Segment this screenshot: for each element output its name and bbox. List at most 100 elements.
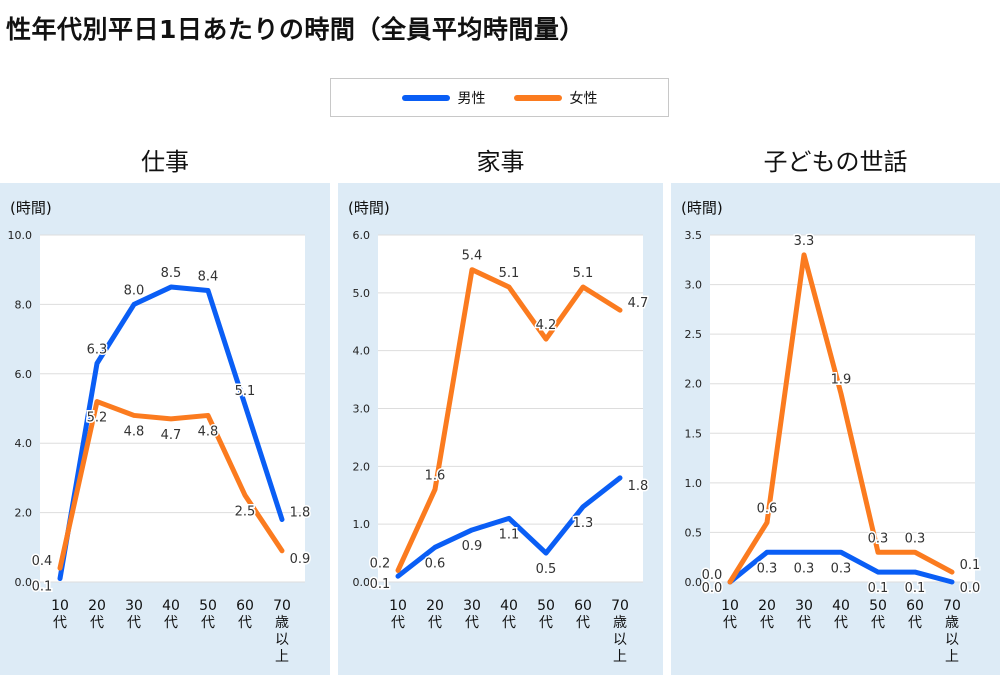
x-tick-label: 70 [611,598,629,614]
x-tick-label: 30 [795,598,813,614]
x-tick-label: 代 [797,615,811,631]
legend: 男性 女性 [330,78,669,117]
data-label-female: 0.3 [868,531,889,546]
x-tick-label: 代 [539,615,553,631]
data-label-male: 0.1 [370,577,391,592]
legend-label-male: 男性 [457,90,486,107]
data-label-female: 5.2 [87,411,108,426]
data-label-female: 0.1 [960,558,981,573]
legend-item-male: 男性 [401,88,486,108]
y-tick-label: 2.0 [685,378,703,391]
x-tick-label: 30 [125,598,143,614]
x-tick-label: 歳 [945,615,959,631]
x-tick-label: 代 [391,615,405,631]
chart-svg: 0.00.51.01.52.02.53.03.510代20代30代40代50代6… [685,229,982,665]
series-line-male [727,549,955,585]
data-label-male: 0.1 [32,580,53,595]
x-tick-label: 40 [832,598,850,614]
x-tick-label: 上 [275,649,289,665]
x-tick-label: 代 [465,615,479,631]
data-label-male: 0.3 [831,561,852,576]
x-tick-label: 10 [51,598,69,614]
x-tick-label: 50 [199,598,217,614]
data-label-male: 0.0 [702,581,723,596]
x-tick-label: 70 [273,598,291,614]
y-tick-label: 4.0 [15,437,33,450]
x-tick-label: 歳 [613,615,627,631]
chart-title: 性年代別平日1日あたりの時間（全員平均時間量） [6,15,585,44]
y-tick-label: 0.0 [15,576,33,589]
y-tick-label: 1.5 [685,427,703,440]
y-tick-label: 1.0 [353,518,371,531]
y-tick-label: 5.0 [353,287,371,300]
data-label-female: 4.2 [536,318,557,333]
data-label-female: 5.1 [573,266,594,281]
legend-item-female: 女性 [513,88,598,108]
x-tick-label: 代 [502,615,516,631]
data-label-male: 0.3 [794,561,815,576]
y-unit: (時間) [348,199,390,217]
x-tick-label: 70 [943,598,961,614]
x-tick-label: 10 [389,598,407,614]
x-tick-label: 上 [945,649,959,665]
x-tick-label: 歳 [275,615,289,631]
legend-swatch-female [513,94,562,101]
x-tick-label: 40 [500,598,518,614]
series-line-female [395,267,623,573]
data-label-female: 0.9 [290,552,311,567]
x-tick-label: 60 [906,598,924,614]
series-line-female [57,399,285,571]
data-label-female: 1.6 [425,468,446,483]
data-label-female: 2.5 [235,504,256,519]
data-label-male: 6.3 [87,342,108,357]
y-tick-label: 0.5 [685,526,703,539]
data-label-female: 5.1 [499,266,520,281]
chart-svg: 0.01.02.03.04.05.06.010代20代30代40代50代60代7… [353,229,650,665]
x-tick-label: 代 [908,615,922,631]
panel-title-childcare: 子どもの世話 [763,148,908,176]
x-tick-label: 以 [945,632,959,648]
panel-work: (時間) 0.0 2.0 4.0 6.0 8.0 10.0 10 代 20 代 30 代 40 代 50 代 60… [0,183,330,675]
x-tick-label: 代 [201,615,215,631]
data-label-male: 0.3 [757,561,778,576]
x-tick-label: 50 [537,598,555,614]
data-label-male: 0.1 [868,581,889,596]
x-tick-label: 30 [463,598,481,614]
data-label-female: 5.4 [462,249,483,264]
data-label-female: 0.0 [702,568,723,583]
x-tick-label: 代 [723,615,737,631]
x-tick-label: 以 [613,632,627,648]
y-tick-label: 10.0 [8,229,33,242]
y-tick-label: 3.0 [685,279,703,292]
data-label-male: 1.1 [499,527,520,542]
x-tick-label: 代 [53,615,67,631]
data-label-female: 4.7 [628,296,649,311]
y-tick-label: 3.0 [353,403,371,416]
data-label-male: 8.4 [198,270,219,285]
x-tick-label: 50 [869,598,887,614]
x-tick-label: 上 [613,649,627,665]
x-tick-label: 代 [428,615,442,631]
x-tick-label: 60 [574,598,592,614]
y-tick-label: 2.5 [685,328,703,341]
y-tick-label: 6.0 [353,229,371,242]
x-tick-label: 20 [426,598,444,614]
x-tick-label: 60 [236,598,254,614]
x-tick-label: 40 [162,598,180,614]
data-label-female: 1.9 [831,373,852,388]
panel-title-housework: 家事 [476,148,525,176]
x-tick-label: 代 [834,615,848,631]
data-label-male: 0.5 [536,562,557,577]
data-label-male: 0.0 [960,581,981,596]
data-label-female: 0.2 [370,556,391,571]
panel-title-work: 仕事 [141,148,189,176]
panel-housework: (時間) 0.0 1.0 2.0 3.0 4.0 5.0 6.0 10 代 20 代 30 代 40 代 50 代… [338,183,663,675]
x-tick-label: 以 [275,632,289,648]
series-line-male [57,284,285,582]
data-label-female: 4.8 [124,424,145,439]
y-tick-label: 0.0 [353,576,371,589]
chart-svg: 0.02.04.06.08.010.010代20代30代40代50代60代70歳… [8,229,312,665]
data-label-male: 1.8 [628,479,649,494]
legend-swatch-male [401,94,450,101]
x-tick-label: 20 [758,598,776,614]
